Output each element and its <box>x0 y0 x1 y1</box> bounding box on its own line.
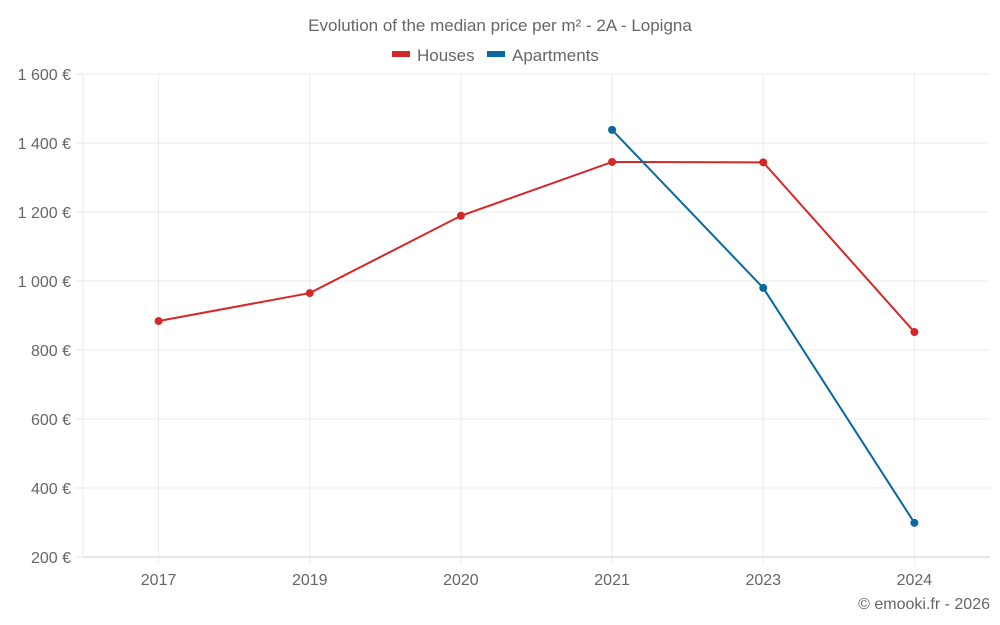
x-tick-label: 2021 <box>594 572 630 589</box>
data-point-houses[interactable] <box>608 157 617 166</box>
legend-label: Houses <box>417 46 475 65</box>
data-point-apartments[interactable] <box>608 125 617 134</box>
series-apartments <box>608 125 919 527</box>
series-line-houses <box>158 160 916 333</box>
legend-item-apartments[interactable]: Apartments <box>487 46 599 65</box>
x-axis: 2017 2019 2020 2021 2023 2024 <box>141 572 933 589</box>
credit-text: © emooki.fr - 2026 <box>858 596 990 613</box>
legend: Houses Apartments <box>392 46 599 65</box>
data-point-houses[interactable] <box>305 289 314 298</box>
legend-item-houses[interactable]: Houses <box>392 46 475 65</box>
series-group <box>154 125 919 527</box>
x-tick-label: 2024 <box>897 572 933 589</box>
data-point-apartments[interactable] <box>910 518 919 527</box>
x-tick-label: 2019 <box>292 572 328 589</box>
legend-label: Apartments <box>512 46 599 65</box>
x-tick-label: 2020 <box>443 572 479 589</box>
y-tick-label: 1 600 € <box>18 67 71 84</box>
data-point-houses[interactable] <box>154 317 163 326</box>
y-tick-label: 800 € <box>31 343 71 360</box>
chart-title: Evolution of the median price per m² - 2… <box>308 16 692 35</box>
y-tick-label: 1 000 € <box>18 274 71 291</box>
legend-swatch <box>487 51 505 57</box>
y-tick-label: 600 € <box>31 412 71 429</box>
x-tick-label: 2017 <box>141 572 177 589</box>
y-tick-label: 200 € <box>31 550 71 567</box>
y-tick-label: 1 200 € <box>18 205 71 222</box>
legend-swatch <box>392 51 410 57</box>
data-point-apartments[interactable] <box>759 283 768 292</box>
data-point-houses[interactable] <box>910 328 919 337</box>
x-tick-label: 2023 <box>745 572 781 589</box>
data-point-houses[interactable] <box>456 211 465 220</box>
data-point-houses[interactable] <box>759 158 768 167</box>
y-tick-label: 400 € <box>31 481 71 498</box>
series-houses <box>154 157 919 337</box>
grid <box>82 73 990 565</box>
y-axis: 200 € 400 € 600 € 800 € 1 000 € 1 200 € 1 400 … <box>18 67 83 567</box>
y-tick-label: 1 400 € <box>18 136 71 153</box>
